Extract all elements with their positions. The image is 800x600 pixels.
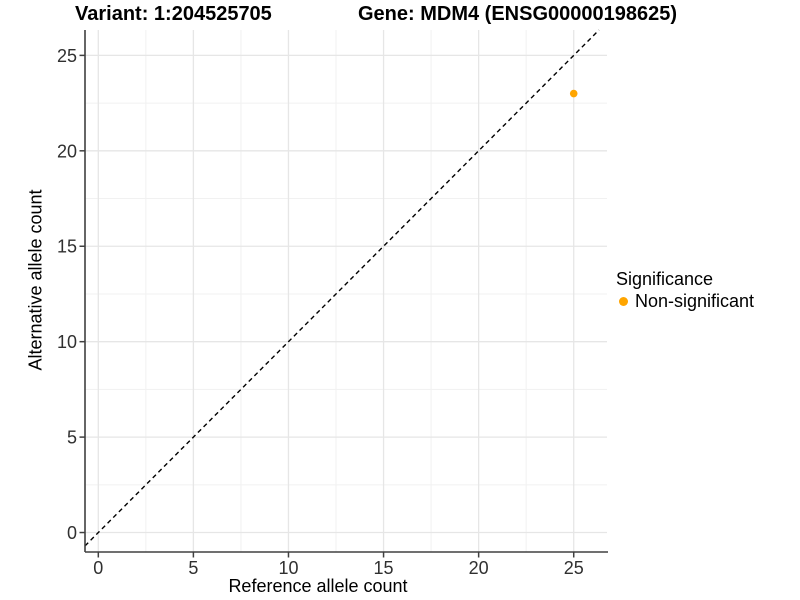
legend-item: Non-significant xyxy=(619,290,755,311)
y-tick-label: 20 xyxy=(57,141,77,161)
x-tick-label: 10 xyxy=(278,558,298,578)
y-tick-label: 15 xyxy=(57,237,77,257)
variant-title: Variant: 1:204525705 xyxy=(75,3,272,25)
legend-title: Significance xyxy=(616,269,714,289)
data-point xyxy=(569,89,578,98)
gene-title: Gene: MDM4 (ENSG00000198625) xyxy=(358,3,678,25)
y-tick-label: 25 xyxy=(57,46,77,66)
y-tick-label: 0 xyxy=(67,523,77,543)
y-tick-label: 5 xyxy=(67,428,77,448)
x-tick-label: 25 xyxy=(564,558,584,578)
y-axis-title: Alternative allele count xyxy=(25,189,46,371)
y-tick-label: 10 xyxy=(57,332,77,352)
legend: Significance Non-significant xyxy=(612,268,755,311)
legend-item-label: Non-significant xyxy=(635,290,755,311)
x-tick-label: 5 xyxy=(188,558,198,578)
x-tick-label: 0 xyxy=(93,558,103,578)
x-tick-label: 15 xyxy=(374,558,394,578)
x-tick-label: 20 xyxy=(469,558,489,578)
diagonal-identity-line xyxy=(84,29,600,547)
legend-point-swatch xyxy=(619,296,628,306)
x-axis-title: Reference allele count xyxy=(228,576,408,596)
